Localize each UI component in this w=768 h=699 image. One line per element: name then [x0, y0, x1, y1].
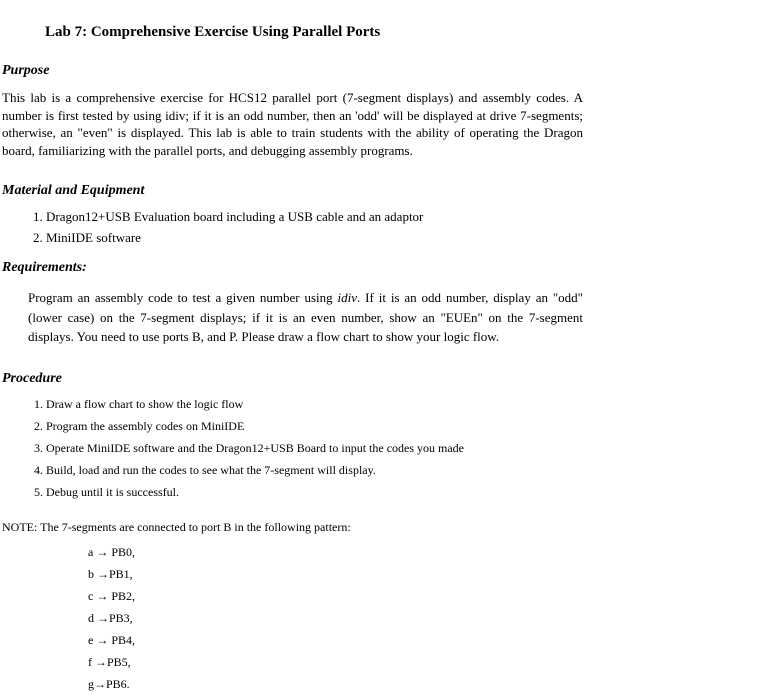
- procedure-header: Procedure: [2, 371, 768, 387]
- pin-item: d →PB3,: [88, 611, 768, 626]
- note-text: NOTE: The 7-segments are connected to po…: [2, 520, 768, 535]
- req-italic: idiv: [338, 290, 358, 305]
- pin-item: b →PB1,: [88, 567, 768, 582]
- pin-item: g→PB6.: [88, 677, 768, 692]
- procedure-item: Build, load and run the codes to see wha…: [46, 463, 768, 478]
- purpose-text: This lab is a comprehensive exercise for…: [2, 89, 583, 159]
- lab-title: Lab 7: Comprehensive Exercise Using Para…: [45, 24, 768, 41]
- procedure-item: Program the assembly codes on MiniIDE: [46, 419, 768, 434]
- material-header: Material and Equipment: [2, 183, 768, 199]
- purpose-header: Purpose: [2, 63, 768, 79]
- procedure-item: Debug until it is successful.: [46, 485, 768, 500]
- procedure-item: Draw a flow chart to show the logic flow: [46, 397, 768, 412]
- pin-item: c → PB2,: [88, 589, 768, 604]
- pin-list: a → PB0, b →PB1, c → PB2, d →PB3, e → PB…: [88, 545, 768, 692]
- pin-item: a → PB0,: [88, 545, 768, 560]
- req-text-before: Program an assembly code to test a given…: [28, 290, 338, 305]
- requirements-text: Program an assembly code to test a given…: [28, 288, 583, 347]
- pin-item: e → PB4,: [88, 633, 768, 648]
- requirements-header: Requirements:: [2, 260, 768, 276]
- material-item: MiniIDE software: [46, 230, 768, 246]
- material-item: Dragon12+USB Evaluation board including …: [46, 209, 768, 225]
- procedure-list: Draw a flow chart to show the logic flow…: [28, 397, 768, 500]
- procedure-item: Operate MiniIDE software and the Dragon1…: [46, 441, 768, 456]
- pin-item: f →PB5,: [88, 655, 768, 670]
- material-list: Dragon12+USB Evaluation board including …: [28, 209, 768, 246]
